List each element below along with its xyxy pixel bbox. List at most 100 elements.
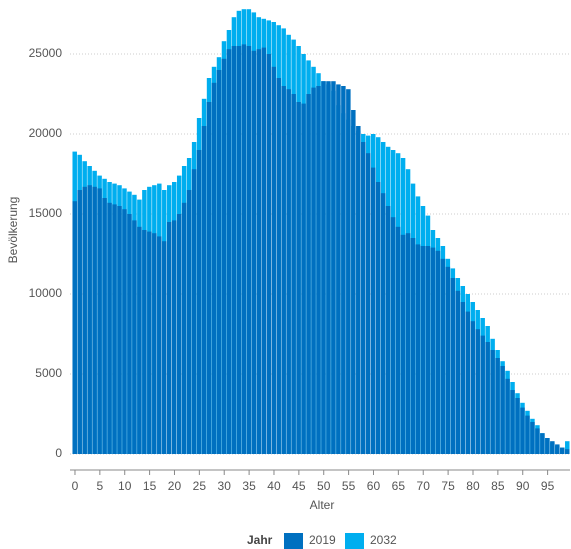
bar <box>336 84 341 455</box>
bar <box>321 81 326 454</box>
bar <box>555 444 560 454</box>
bar <box>410 238 416 454</box>
bar <box>196 150 202 454</box>
bar <box>480 335 485 454</box>
x-tick-label: 5 <box>97 479 104 493</box>
x-tick-label: 30 <box>218 479 232 493</box>
bar <box>510 390 515 454</box>
bar <box>142 230 147 454</box>
bar <box>246 46 252 454</box>
bar <box>515 398 520 454</box>
x-tick-label: 15 <box>143 479 157 493</box>
bar <box>306 94 311 454</box>
bar <box>366 153 371 454</box>
bar <box>331 81 336 454</box>
legend-title: Jahr <box>247 533 273 547</box>
bar <box>107 202 112 454</box>
bar <box>380 193 386 454</box>
bar <box>77 190 82 454</box>
bar <box>122 209 127 454</box>
bar <box>395 226 401 454</box>
x-tick-label: 90 <box>516 479 530 493</box>
bar <box>361 142 366 454</box>
bar <box>560 447 565 454</box>
bar <box>470 321 475 454</box>
bar <box>341 86 346 454</box>
bar <box>176 214 182 454</box>
bar <box>112 204 117 454</box>
bar <box>500 366 505 454</box>
bar <box>171 220 177 454</box>
y-tick-label: 25000 <box>29 46 63 60</box>
y-tick-label: 20000 <box>29 126 63 140</box>
bar <box>405 233 411 454</box>
bar <box>425 246 431 454</box>
bar <box>326 81 331 454</box>
bar <box>445 266 451 454</box>
bar <box>82 186 87 455</box>
bar <box>370 167 376 454</box>
bar <box>72 201 77 454</box>
bar <box>565 441 570 454</box>
bar <box>475 329 480 454</box>
bar <box>162 241 167 454</box>
x-tick-label: 75 <box>441 479 455 493</box>
bar <box>152 233 157 454</box>
bar <box>226 49 232 454</box>
bar <box>137 226 142 454</box>
bar <box>530 422 535 454</box>
bar <box>157 236 162 454</box>
bar <box>301 103 306 454</box>
x-tick-label: 60 <box>367 479 381 493</box>
bar <box>505 378 510 454</box>
bar <box>440 258 446 454</box>
bar <box>261 47 267 454</box>
bar <box>221 58 227 455</box>
bar <box>385 206 391 454</box>
bar <box>525 415 530 454</box>
bar <box>87 185 92 454</box>
legend-swatch <box>284 533 303 549</box>
bar <box>296 102 301 454</box>
bar <box>117 206 122 454</box>
bar <box>311 87 316 454</box>
bar <box>485 342 490 454</box>
bar <box>241 44 247 455</box>
x-tick-label: 80 <box>466 479 480 493</box>
bar <box>455 290 461 454</box>
x-tick-label: 65 <box>392 479 406 493</box>
bar <box>565 449 570 454</box>
bar <box>256 49 262 454</box>
x-tick-label: 70 <box>417 479 431 493</box>
x-tick-label: 95 <box>541 479 555 493</box>
bar <box>420 246 426 454</box>
bar <box>231 46 237 454</box>
bar <box>291 94 296 454</box>
bar <box>191 169 197 454</box>
bar <box>316 86 321 454</box>
bar <box>435 250 441 454</box>
bar <box>181 202 187 454</box>
bar <box>286 89 291 454</box>
bar <box>147 231 152 454</box>
legend-swatch <box>345 533 364 549</box>
bar <box>465 311 470 454</box>
bar <box>535 428 540 454</box>
bar <box>132 220 137 454</box>
bar <box>375 182 381 454</box>
bar <box>211 82 217 455</box>
x-tick-label: 45 <box>292 479 306 493</box>
bar <box>186 190 192 454</box>
bar <box>201 126 207 454</box>
bar <box>127 214 132 454</box>
legend-label: 2032 <box>370 533 397 547</box>
y-axis-label: Bevölkerung <box>6 197 20 264</box>
bar <box>97 188 102 454</box>
x-axis-label: Alter <box>310 498 335 512</box>
x-tick-label: 55 <box>342 479 356 493</box>
bar <box>167 222 172 454</box>
bar <box>206 102 212 454</box>
x-tick-label: 25 <box>193 479 207 493</box>
bar <box>351 110 356 454</box>
